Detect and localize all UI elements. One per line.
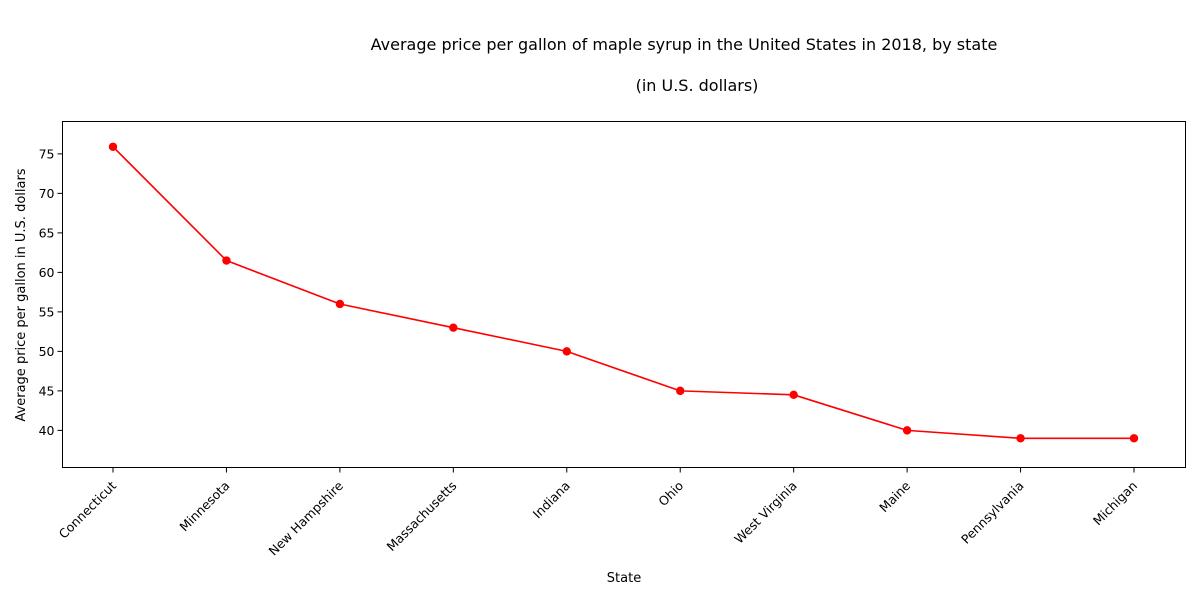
chart-subtitle: (in U.S. dollars) — [636, 76, 759, 95]
y-tick-label: 65 — [39, 225, 55, 240]
chart-title: Average price per gallon of maple syrup … — [371, 35, 998, 54]
y-tick-label: 70 — [39, 186, 55, 201]
data-point — [562, 347, 571, 356]
y-axis-label: Average price per gallon in U.S. dollars — [14, 168, 29, 421]
data-point — [335, 299, 345, 309]
y-tick-label: 45 — [39, 383, 55, 398]
data-point — [222, 256, 231, 265]
y-tick-label: 40 — [39, 423, 55, 438]
data-point — [1016, 434, 1025, 443]
y-tick-label: 75 — [39, 146, 55, 161]
x-axis-label: State — [607, 571, 641, 586]
y-axis: 40 45 50 55 60 65 70 75 — [39, 146, 63, 438]
data-point — [108, 142, 118, 151]
plot-frame — [62, 121, 1186, 468]
data-point — [676, 386, 685, 396]
data-point — [902, 426, 912, 435]
plot-area — [108, 142, 1139, 443]
data-point — [789, 390, 798, 400]
y-tick-label: 55 — [39, 304, 55, 319]
data-point — [1129, 434, 1139, 443]
y-tick-label: 60 — [39, 265, 55, 280]
data-point — [449, 323, 458, 332]
y-tick-label: 50 — [39, 344, 55, 359]
series-line — [112, 146, 1134, 440]
